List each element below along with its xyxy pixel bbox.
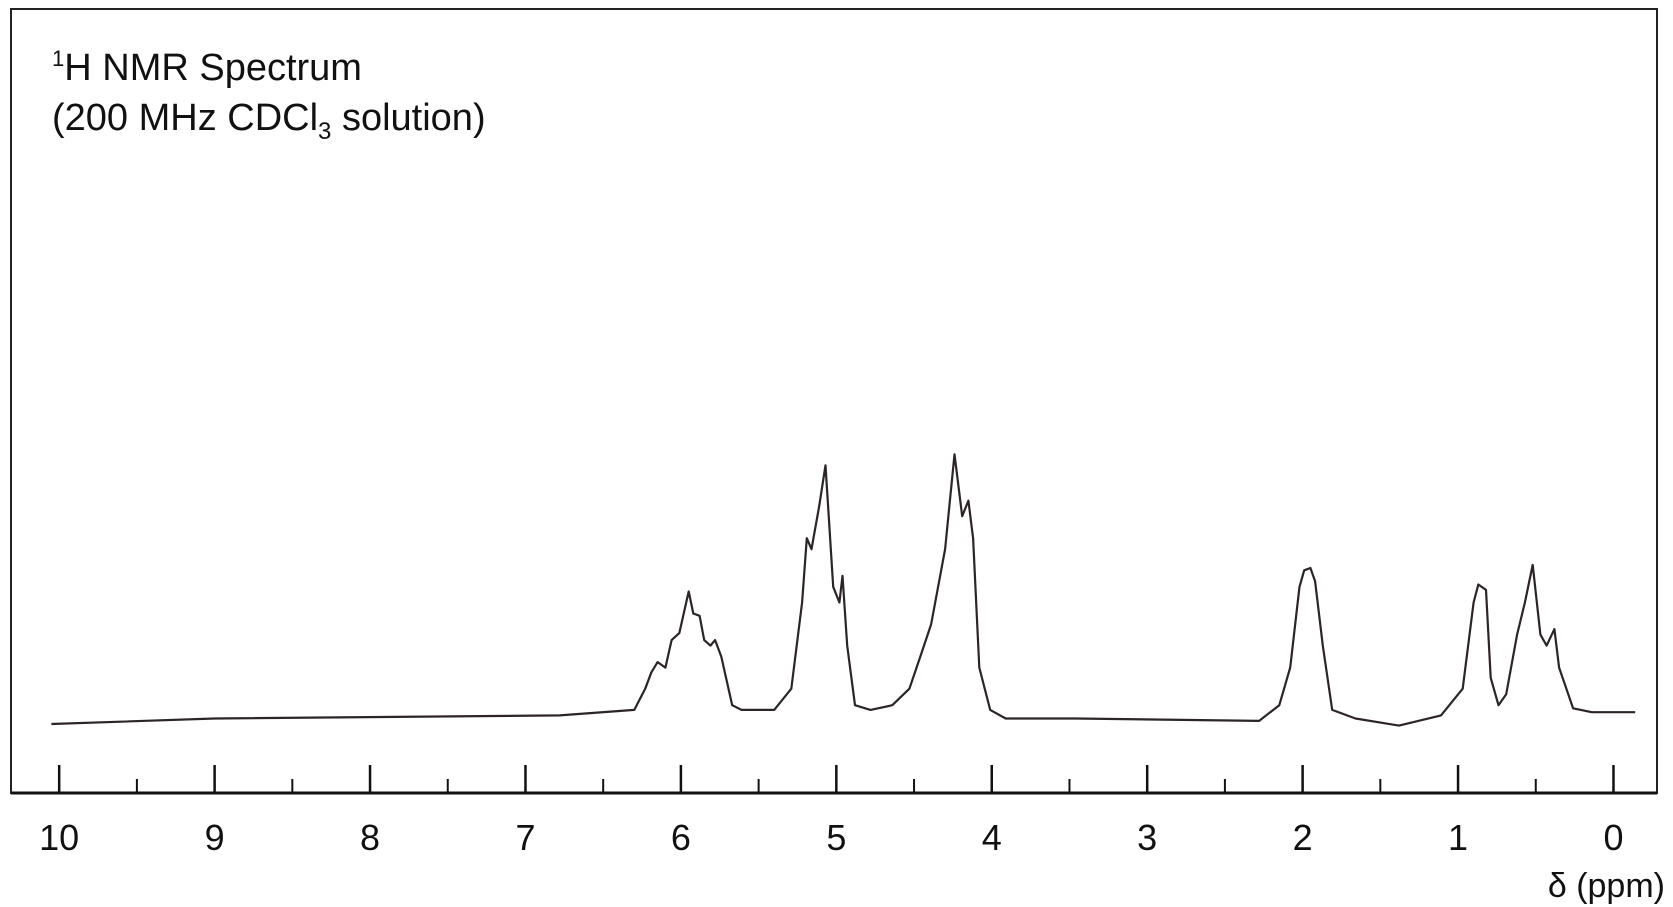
x-axis-label: δ (ppm)	[1548, 867, 1665, 905]
chart-title: 1H NMR Spectrum	[52, 46, 362, 89]
subtitle-text: (200 MHz CDCl	[52, 97, 318, 139]
x-tick-label: 0	[1603, 817, 1623, 858]
x-tick-label: 9	[205, 817, 225, 858]
title-text: H NMR Spectrum	[64, 47, 362, 89]
title-superscript: 1	[52, 46, 64, 71]
x-tick-label: 8	[360, 817, 380, 858]
subtitle-text: solution)	[331, 97, 485, 139]
chart-subtitle: (200 MHz CDCl3 solution)	[52, 97, 486, 145]
x-tick-label: 7	[515, 817, 535, 858]
x-tick-label: 10	[39, 817, 79, 858]
x-tick-label: 5	[826, 817, 846, 858]
spectrum-line	[51, 453, 1636, 727]
x-tick-label: 2	[1293, 817, 1313, 858]
subtitle-subscript: 3	[318, 118, 331, 145]
x-tick-label: 4	[982, 817, 1002, 858]
x-tick-label: 1	[1448, 817, 1468, 858]
x-tick-label: 3	[1137, 817, 1157, 858]
x-tick-label: 6	[671, 817, 691, 858]
